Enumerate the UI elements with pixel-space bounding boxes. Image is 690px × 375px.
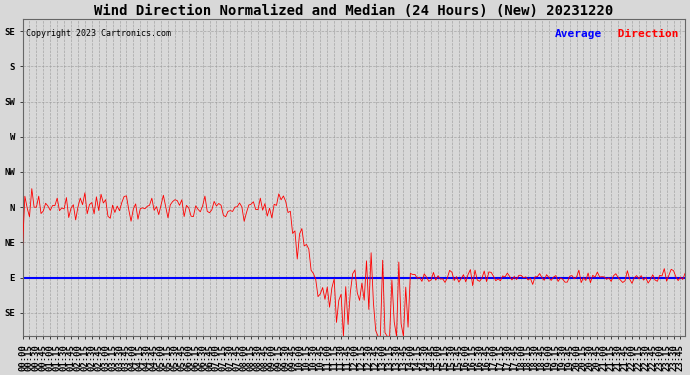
Text: Copyright 2023 Cartronics.com: Copyright 2023 Cartronics.com	[26, 29, 171, 38]
Title: Wind Direction Normalized and Median (24 Hours) (New) 20231220: Wind Direction Normalized and Median (24…	[94, 4, 613, 18]
Text: Direction: Direction	[611, 29, 678, 39]
Text: Average: Average	[555, 29, 602, 39]
